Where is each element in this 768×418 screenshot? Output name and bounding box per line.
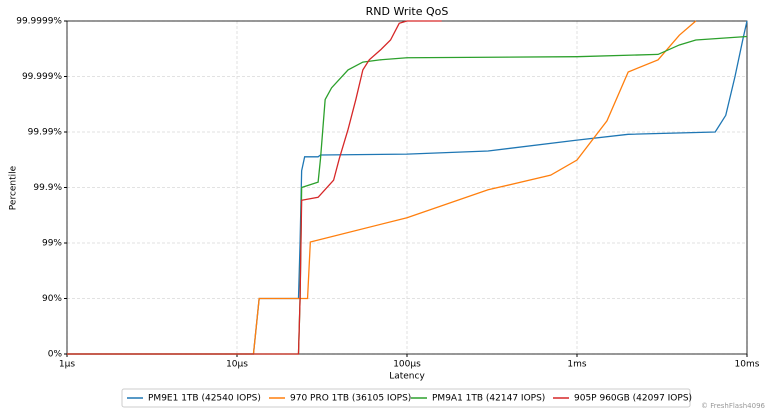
x-tick-label: 100µs — [393, 360, 421, 370]
y-axis-label: Percentile — [9, 165, 19, 210]
y-tick-label: 90% — [42, 294, 62, 304]
x-axis-label: Latency — [389, 372, 425, 382]
y-tick-label: 0% — [48, 350, 63, 360]
series-line — [67, 20, 697, 355]
x-tick-label: 1ms — [567, 360, 586, 370]
legend-label: 905P 960GB (42097 IOPS) — [574, 394, 692, 404]
legend-label: PM9E1 1TB (42540 IOPS) — [148, 394, 261, 404]
x-tick-label: 1µs — [59, 360, 75, 370]
legend-label: 970 PRO 1TB (36105 IOPS) — [290, 394, 411, 404]
y-tick-label: 99.99% — [28, 128, 63, 138]
y-tick-label: 99% — [42, 239, 62, 249]
x-tick-label: 10ms — [735, 360, 760, 370]
x-tick-label: 10µs — [226, 360, 248, 370]
y-tick-label: 99.999% — [22, 72, 62, 82]
y-tick-label: 99.9% — [33, 183, 62, 193]
legend-box — [121, 388, 691, 408]
credit: © FreshFlash4096 — [701, 402, 766, 410]
y-tick-label: 99.9999% — [16, 17, 62, 27]
series-line — [67, 20, 442, 355]
legend-label: PM9A1 1TB (42147 IOPS) — [432, 394, 545, 404]
chart-title: RND Write QoS — [366, 5, 449, 18]
